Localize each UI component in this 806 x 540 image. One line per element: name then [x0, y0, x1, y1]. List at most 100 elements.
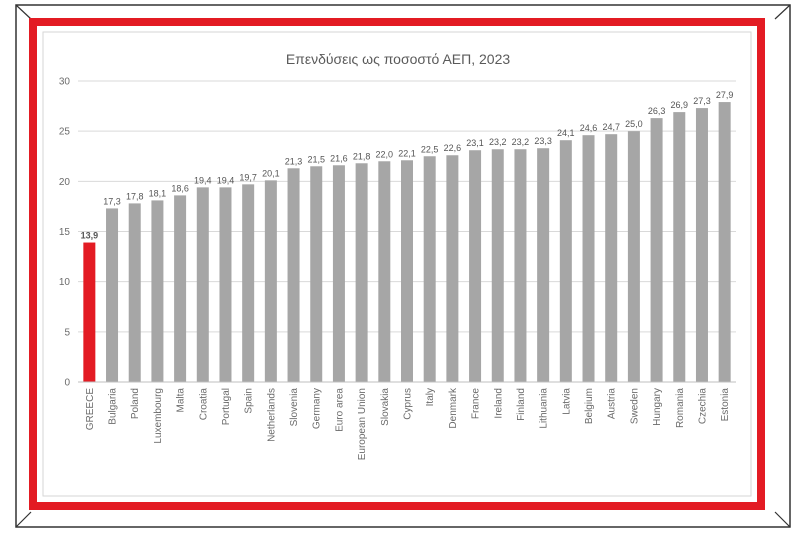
value-label: 19,4	[217, 175, 235, 185]
bar	[537, 148, 550, 382]
x-tick-label: Finland	[516, 388, 527, 421]
bar	[605, 134, 618, 382]
x-tick-label: Ireland	[493, 388, 504, 419]
y-tick-label: 5	[64, 327, 70, 338]
x-tick-label: Latvia	[561, 388, 572, 415]
x-tick-label: Euro area	[334, 388, 345, 432]
x-tick-label: Portugal	[221, 388, 232, 425]
x-tick-label: Slovakia	[380, 388, 391, 426]
x-tick-label: Sweden	[629, 388, 640, 424]
y-tick-label: 20	[59, 177, 71, 188]
bar	[401, 160, 413, 382]
value-label: 23,1	[466, 138, 484, 148]
value-label: 21,5	[307, 154, 325, 164]
value-label: 21,8	[353, 151, 371, 161]
bar	[310, 166, 323, 382]
bar	[151, 200, 164, 382]
x-tick-label: Hungary	[652, 388, 663, 426]
bar	[196, 187, 209, 382]
value-label: 27,3	[693, 96, 711, 106]
x-tick-label: Estonia	[720, 388, 731, 422]
x-tick-label: Poland	[130, 388, 141, 419]
frame-bevel-bottom-left	[15, 511, 32, 528]
bar	[378, 161, 391, 382]
value-label: 22,5	[421, 144, 439, 154]
value-label: 18,1	[149, 188, 167, 198]
y-tick-label: 30	[59, 77, 71, 88]
value-label: 24,7	[602, 122, 620, 132]
value-label: 24,6	[580, 123, 598, 133]
value-label: 21,3	[285, 156, 303, 166]
value-label: 20,1	[262, 168, 280, 178]
bar	[332, 165, 345, 382]
bar	[264, 180, 277, 382]
bar	[106, 208, 119, 382]
bar	[242, 184, 255, 382]
x-tick-label: Czechia	[697, 388, 708, 425]
x-tick-label: Spain	[244, 388, 255, 414]
bar	[174, 195, 187, 382]
x-tick-label: Germany	[312, 388, 323, 429]
y-tick-label: 15	[59, 227, 71, 238]
x-tick-label: Luxembourg	[153, 388, 164, 444]
value-label: 17,8	[126, 191, 144, 201]
frame-bevel-top-left	[15, 4, 32, 20]
x-tick-label: Slovenia	[289, 388, 300, 427]
bar	[650, 118, 663, 382]
x-tick-label: France	[471, 388, 482, 420]
value-label: 27,9	[716, 90, 734, 100]
bar	[695, 108, 708, 382]
bar	[128, 203, 141, 382]
x-tick-label: Romania	[675, 388, 686, 428]
bar	[219, 187, 232, 382]
x-tick-label: European Union	[357, 388, 368, 460]
bar	[514, 149, 527, 382]
y-tick-label: 10	[59, 277, 71, 288]
value-label: 21,6	[330, 153, 348, 163]
x-tick-label: Croatia	[198, 388, 209, 421]
red-frame	[29, 18, 765, 510]
bar	[582, 135, 595, 382]
bar	[559, 140, 572, 382]
value-label: 22,1	[398, 148, 416, 158]
x-tick-label: Lithuania	[539, 388, 550, 429]
value-label: 17,3	[103, 196, 121, 206]
bar-highlight	[83, 242, 96, 382]
x-tick-label: GREECE	[85, 388, 96, 431]
x-tick-label: Cyprus	[403, 388, 414, 420]
bar	[446, 155, 459, 382]
value-label: 23,2	[489, 137, 507, 147]
y-tick-label: 0	[64, 378, 70, 389]
value-label: 24,1	[557, 128, 575, 138]
x-tick-label: Bulgaria	[108, 388, 119, 425]
y-tick-label: 25	[59, 127, 71, 138]
value-label: 25,0	[625, 119, 643, 129]
value-label: 19,7	[239, 172, 257, 182]
value-label: 23,3	[534, 136, 552, 146]
bar	[355, 163, 368, 382]
bar	[627, 131, 640, 382]
x-axis-labels: GREECE Bulgaria Poland Luxembourg Malta Croat…	[85, 387, 731, 460]
value-label: 23,2	[512, 137, 530, 147]
value-label: 26,9	[671, 100, 689, 110]
x-tick-label: Netherlands	[266, 388, 277, 442]
value-label: 18,6	[171, 183, 189, 193]
y-axis-ticks: 0 5 10 15 20 25 30	[59, 77, 71, 389]
value-label: 26,3	[648, 106, 666, 116]
bar	[718, 102, 731, 382]
bar	[287, 168, 300, 382]
frame-bevel-top-right	[774, 4, 791, 20]
x-tick-label: Denmark	[448, 387, 459, 429]
value-label: 13,9	[81, 231, 99, 241]
bar	[673, 112, 686, 382]
frame-bevel-bottom-right	[774, 511, 791, 528]
value-label: 22,6	[444, 143, 462, 153]
bar	[491, 149, 504, 382]
value-labels: 13,9 17,3 17,8 18,1 18,6 19,4 19,4 19,7 20,1 21,3…	[81, 90, 734, 240]
x-tick-label: Belgium	[584, 388, 595, 424]
chart-title: Επενδύσεις ως ποσοστό ΑΕΠ, 2023	[286, 51, 511, 67]
x-tick-label: Malta	[176, 388, 187, 413]
bars	[83, 102, 731, 382]
x-tick-label: Italy	[425, 388, 436, 406]
